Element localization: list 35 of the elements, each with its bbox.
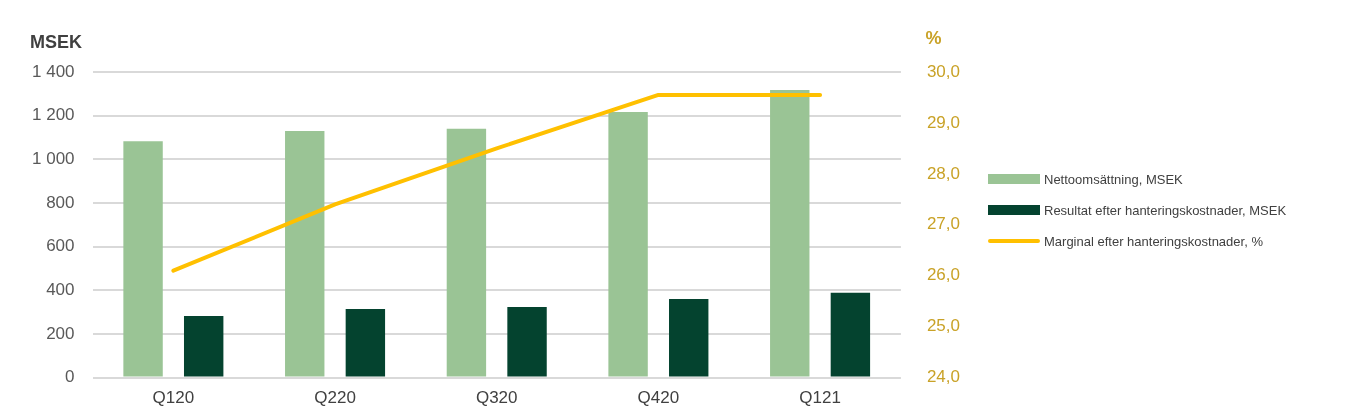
- x-tick-label: Q420: [637, 388, 680, 408]
- y-tick-label: 200: [46, 323, 75, 343]
- y2-tick-label: 29,0: [926, 112, 961, 132]
- bar: [507, 307, 547, 377]
- bar: [608, 111, 648, 377]
- bar: [446, 128, 487, 377]
- y2-tick-label: 26,0: [926, 265, 961, 285]
- y-tick-label: 1 000: [31, 149, 75, 168]
- bar: [830, 292, 871, 377]
- y-tick-label: 0: [65, 367, 75, 387]
- x-tick-label: Q120: [152, 388, 195, 408]
- bar: [123, 141, 163, 377]
- y-tick-label: 400: [46, 279, 75, 299]
- y-tick-label: 1 400: [31, 61, 75, 81]
- x-tick-label: Q121: [799, 388, 841, 408]
- bar: [669, 299, 709, 377]
- y2-tick-label: 30,0: [926, 61, 961, 81]
- y-tick-label: 600: [46, 236, 75, 256]
- legend-label: Nettoomsättning, MSEK: [1044, 171, 1183, 187]
- bar: [345, 309, 386, 377]
- x-tick-label: Q320: [475, 388, 518, 408]
- y2-axis-title: %: [925, 27, 942, 48]
- y2-tick-label: 25,0: [926, 316, 961, 336]
- y2-tick-label: 24,0: [926, 367, 961, 387]
- bar: [770, 90, 810, 377]
- y2-tick-label: 28,0: [926, 163, 961, 183]
- y2-tick-label: 27,0: [926, 214, 961, 234]
- y-tick-label: 1 200: [31, 105, 75, 125]
- bar: [285, 130, 325, 377]
- legend-label: Marginal efter hanteringskostnader, %: [1044, 233, 1263, 249]
- y-axis-title: MSEK: [30, 31, 83, 52]
- bar: [183, 316, 224, 377]
- y-tick-label: 800: [46, 192, 75, 212]
- legend-label: Resultat efter hanteringskostnader, MSEK: [1044, 202, 1287, 218]
- x-tick-label: Q220: [314, 388, 356, 408]
